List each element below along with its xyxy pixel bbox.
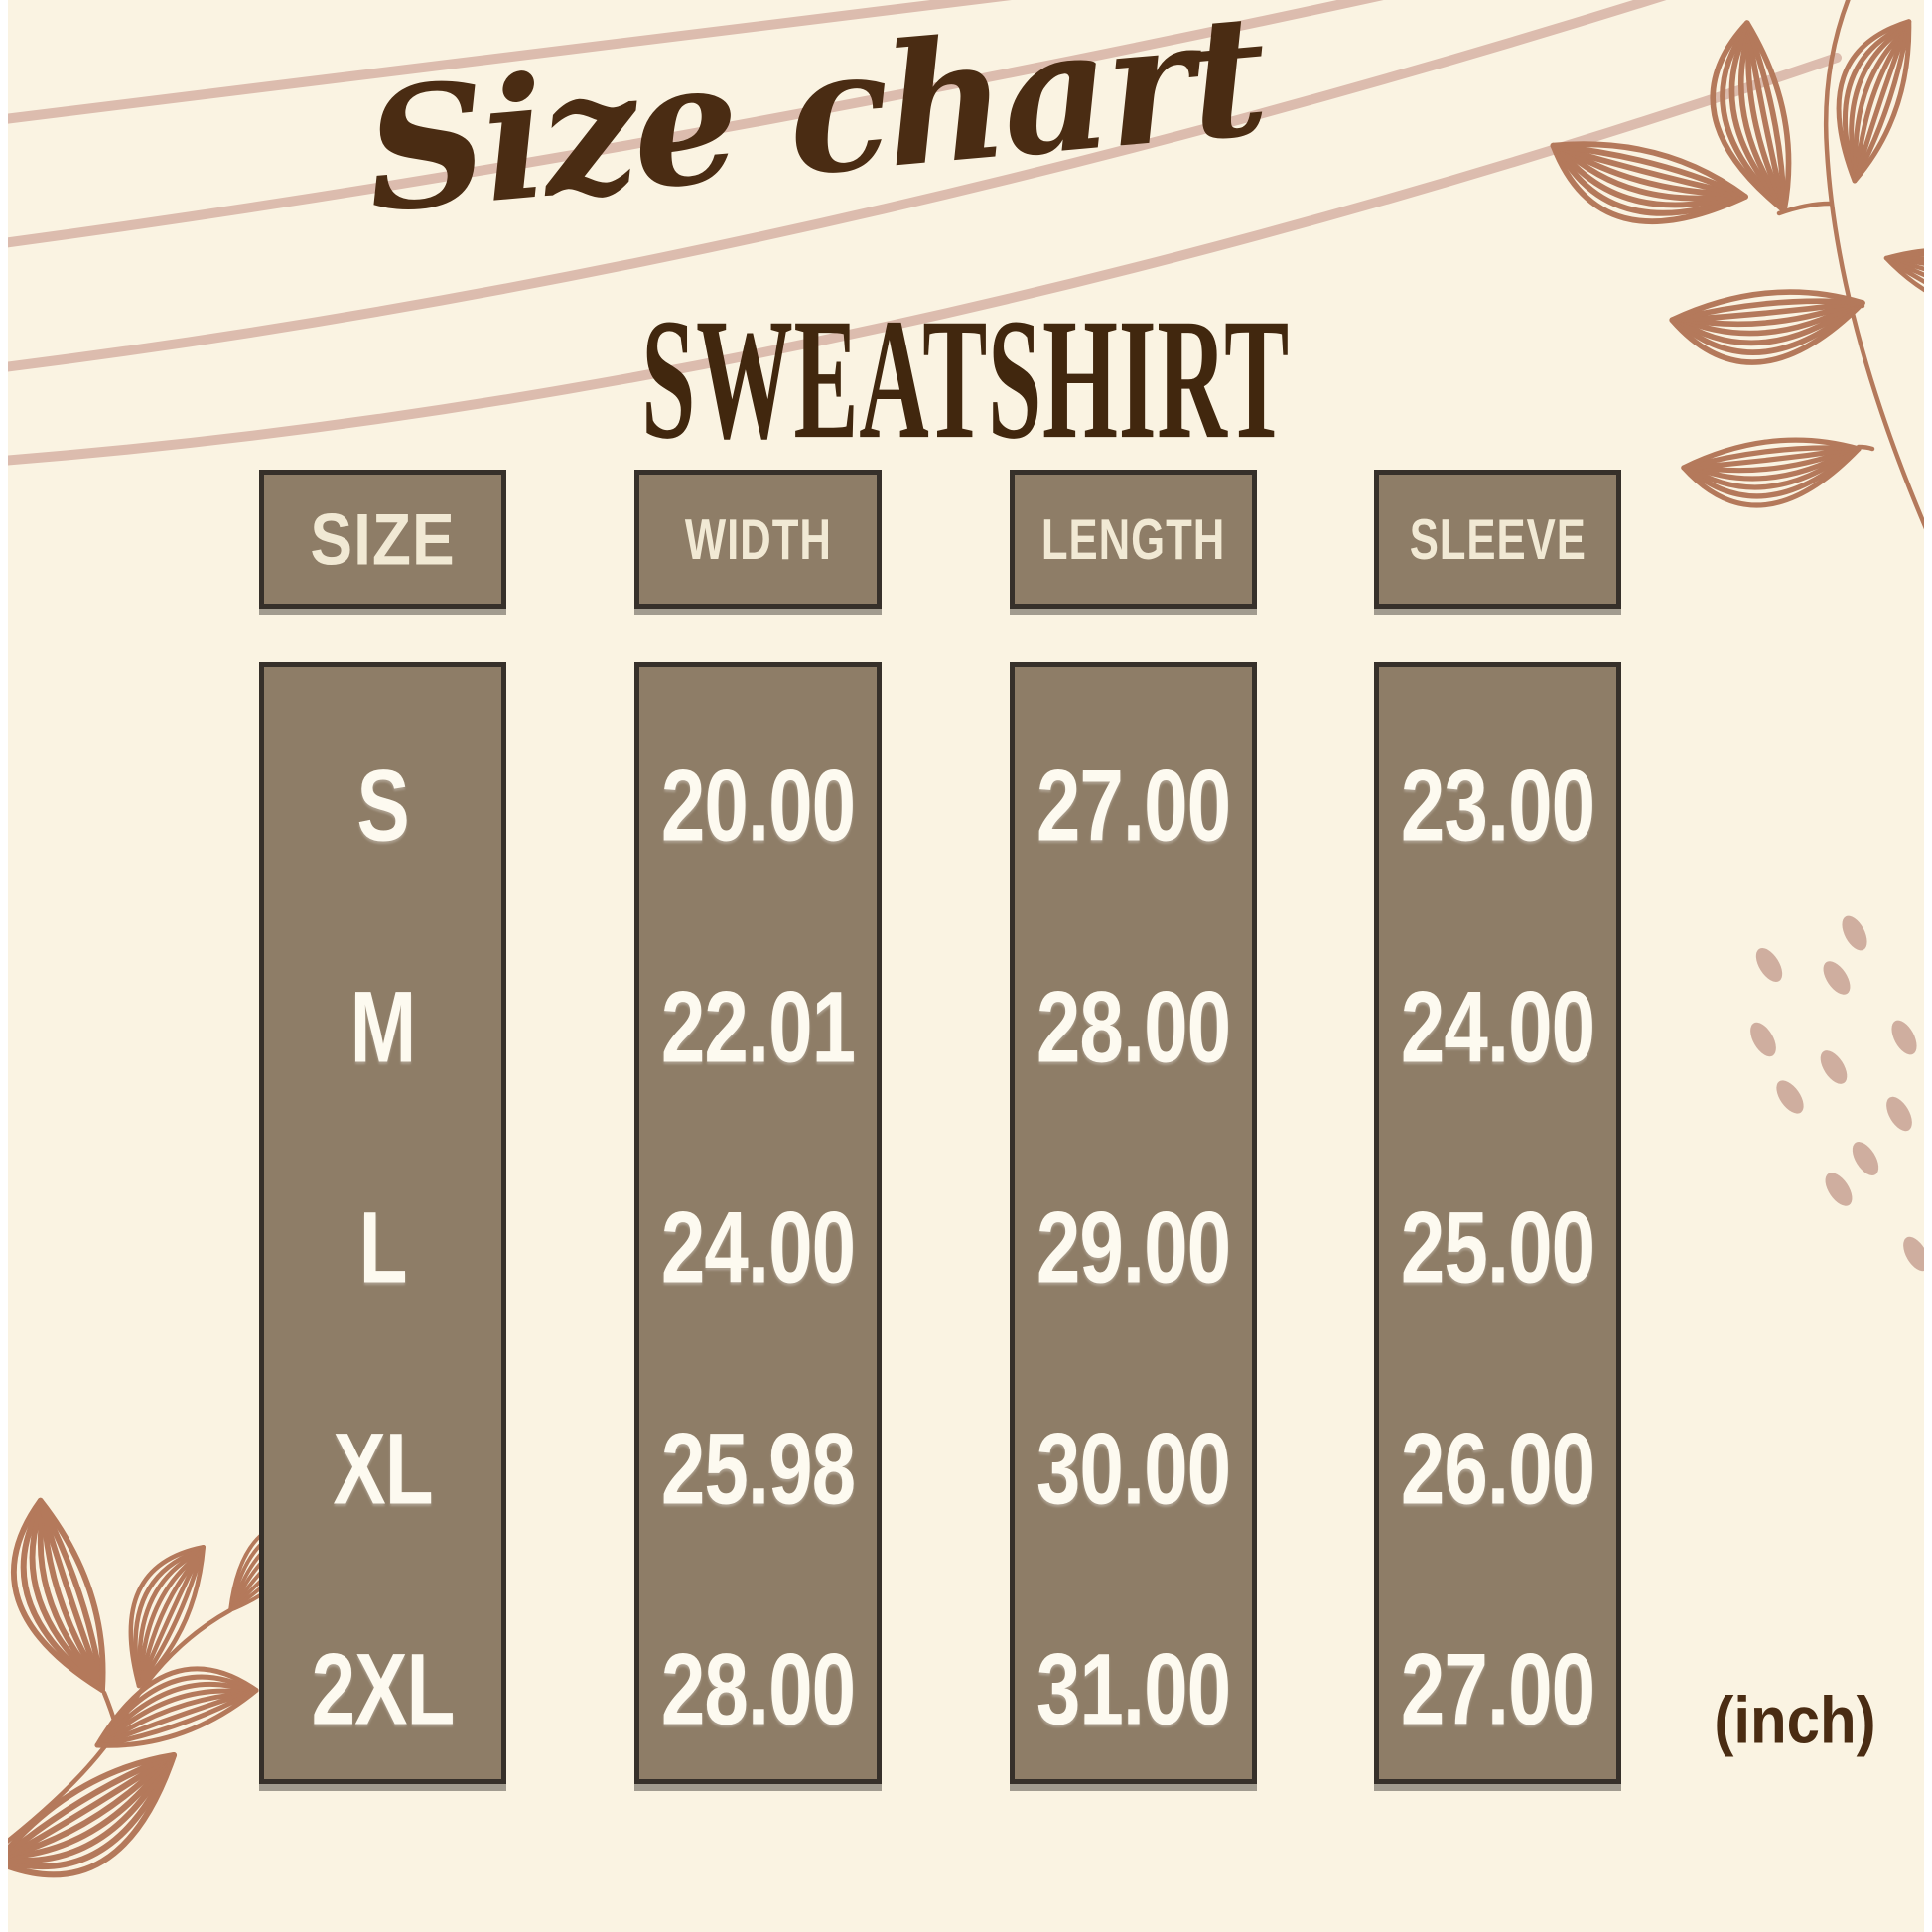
length-cell: 30.00 bbox=[1035, 1411, 1231, 1525]
length-cell: 29.00 bbox=[1035, 1190, 1231, 1305]
sleeve-cell: 25.00 bbox=[1400, 1190, 1595, 1305]
sleeve-cell: 27.00 bbox=[1400, 1632, 1595, 1746]
width-cell: 20.00 bbox=[660, 749, 856, 863]
size-cell: S bbox=[356, 749, 409, 863]
size-cell: M bbox=[349, 969, 417, 1083]
size-cell: L bbox=[358, 1190, 408, 1305]
seed-dots-icon bbox=[1750, 915, 1924, 1272]
sleeve-cell: 23.00 bbox=[1400, 749, 1595, 863]
curved-lines-icon bbox=[8, 0, 1842, 466]
column-width-values: 20.00 22.01 24.00 25.98 28.00 bbox=[634, 662, 882, 1784]
length-cell: 28.00 bbox=[1035, 969, 1231, 1083]
sleeve-cell: 26.00 bbox=[1400, 1411, 1595, 1525]
leaf-branch-bottom-left-icon bbox=[8, 1496, 344, 1894]
width-cell: 24.00 bbox=[660, 1190, 856, 1305]
size-cell: XL bbox=[333, 1411, 433, 1525]
page-subtitle: SWEATSHIRT bbox=[641, 283, 1291, 477]
column-sleeve-values: 23.00 24.00 25.00 26.00 27.00 bbox=[1374, 662, 1621, 1784]
size-cell: 2XL bbox=[311, 1632, 456, 1746]
width-cell: 25.98 bbox=[660, 1411, 856, 1525]
column-header-sleeve: SLEEVE bbox=[1374, 470, 1621, 609]
length-cell: 31.00 bbox=[1035, 1632, 1231, 1746]
leaf-branch-top-right-icon bbox=[1538, 0, 1924, 530]
column-header-size: SIZE bbox=[259, 470, 506, 609]
length-cell: 27.00 bbox=[1035, 749, 1231, 863]
column-length-values: 27.00 28.00 29.00 30.00 31.00 bbox=[1010, 662, 1257, 1784]
width-cell: 28.00 bbox=[660, 1632, 856, 1746]
column-header-width: WIDTH bbox=[634, 470, 882, 609]
sleeve-cell: 24.00 bbox=[1400, 969, 1595, 1083]
column-header-length: LENGTH bbox=[1010, 470, 1257, 609]
column-size-values: S M L XL 2XL bbox=[259, 662, 506, 1784]
width-cell: 22.01 bbox=[660, 969, 856, 1083]
unit-note: (inch) bbox=[1714, 1682, 1876, 1758]
